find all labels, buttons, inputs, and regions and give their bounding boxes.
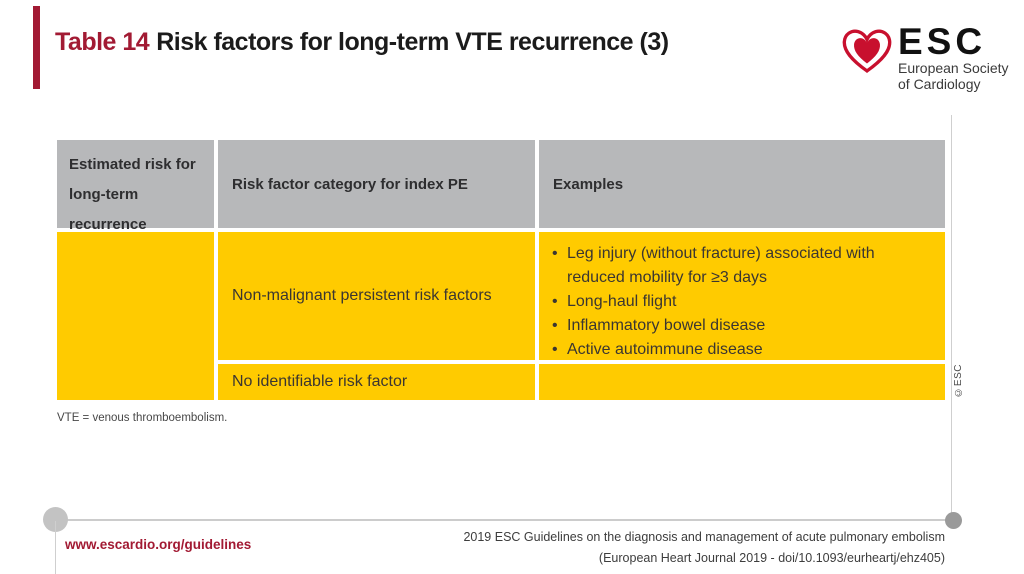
slide-accent-bar: [33, 6, 40, 89]
list-item: Long-haul flight: [551, 290, 933, 314]
esc-copyright: ©ESC: [953, 364, 964, 398]
table-cell-examples-row2: [539, 364, 945, 400]
category-text: Non-malignant persistent risk factors: [232, 287, 492, 304]
guidelines-link[interactable]: www.escardio.org/guidelines: [65, 537, 252, 552]
list-item: Inflammatory bowel disease: [551, 314, 933, 338]
table-cell-estimated-risk: [57, 232, 214, 400]
table-header-examples: Examples: [539, 140, 945, 228]
footer-right-circle: [945, 512, 962, 529]
table-header-label: Estimated risk for long-term recurrence: [69, 156, 196, 233]
table-cell-category-row1: Non-malignant persistent risk factors: [218, 232, 535, 360]
examples-list: Leg injury (without fracture) associated…: [551, 242, 937, 362]
title-text: Risk factors for long-term VTE recurrenc…: [156, 28, 669, 56]
reference-citation: 2019 ESC Guidelines on the diagnosis and…: [305, 527, 945, 569]
risk-factor-table: Estimated risk for long-term recurrence …: [57, 140, 945, 400]
right-vertical-rule: [951, 115, 952, 513]
table-header-estimated-risk: Estimated risk for long-term recurrence: [57, 140, 214, 233]
table-header-label: Risk factor category for index PE: [232, 175, 468, 193]
list-item: Active autoimmune disease: [551, 338, 933, 362]
footnote: VTE = venous thromboembolism.: [57, 412, 228, 424]
table-header-label: Examples: [553, 175, 624, 193]
esc-logo-subtitle-2: of Cardiology: [898, 76, 981, 92]
table-cell-category-row2: No identifiable risk factor: [218, 364, 535, 400]
table-header-risk-category: Risk factor category for index PE: [218, 140, 535, 228]
footer-rule: [55, 519, 953, 521]
table-cell-examples-row1: Leg injury (without fracture) associated…: [539, 232, 945, 362]
list-item: Leg injury (without fracture) associated…: [551, 242, 933, 290]
esc-logo: ESC European Society of Cardiology: [842, 21, 1009, 92]
esc-logo-wordmark: ESC: [898, 21, 987, 62]
esc-logo-subtitle-1: European Society: [898, 60, 1009, 76]
reference-line-1: 2019 ESC Guidelines on the diagnosis and…: [463, 530, 945, 544]
bottom-left-vertical-rule: [55, 521, 56, 574]
reference-line-2: (European Heart Journal 2019 - doi/10.10…: [598, 551, 945, 565]
title-table-number: Table 14: [55, 28, 150, 56]
esc-heart-icon: [842, 28, 892, 80]
category-text: No identifiable risk factor: [232, 373, 408, 390]
page-title: Table 14 Risk factors for long-term VTE r…: [55, 28, 669, 57]
